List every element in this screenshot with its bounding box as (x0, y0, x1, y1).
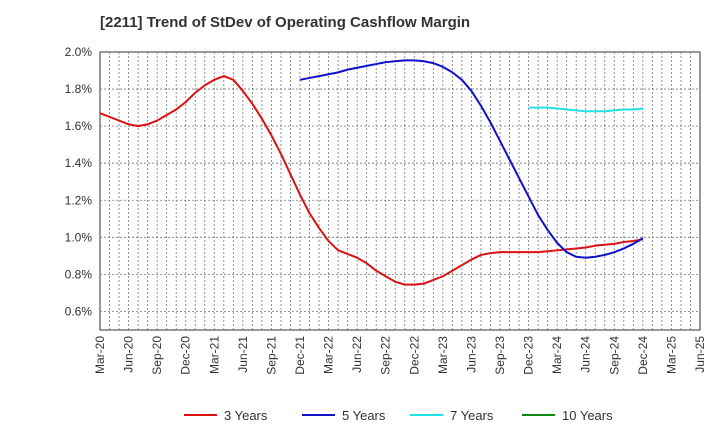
x-tick-label: Jun-24 (579, 336, 593, 373)
y-tick-label: 0.8% (65, 267, 93, 281)
x-tick-label: Mar-22 (322, 336, 336, 374)
legend-label: 7 Years (450, 408, 494, 423)
series-line-3-years (99, 75, 644, 286)
x-tick-label: Mar-20 (93, 336, 107, 374)
legend-label: 5 Years (342, 408, 386, 423)
series-lines (99, 59, 644, 286)
y-axis-ticks: 0.6% 0.8% 1.0% 1.2% 1.4% 1.6% 1.8% 2.0% (65, 45, 93, 318)
x-tick-label: Jun-21 (236, 336, 250, 373)
x-tick-label: Mar-21 (207, 336, 221, 374)
y-tick-label: 1.6% (65, 119, 93, 133)
x-tick-label: Jun-20 (122, 336, 136, 373)
y-tick-label: 1.2% (65, 193, 93, 207)
plot-area (99, 51, 701, 331)
x-tick-label: Mar-23 (436, 336, 450, 374)
x-tick-label: Dec-23 (522, 336, 536, 375)
x-tick-label: Dec-21 (293, 336, 307, 375)
x-tick-label: Dec-22 (407, 336, 421, 375)
x-tick-label: Jun-25 (693, 336, 707, 373)
legend: 3 Years 5 Years 7 Years 10 Years (184, 408, 613, 423)
legend-label: 3 Years (224, 408, 268, 423)
series-line-7-years (528, 106, 643, 113)
x-tick-label: Sep-22 (379, 336, 393, 375)
x-tick-label: Sep-23 (493, 336, 507, 375)
x-tick-label: Dec-20 (179, 336, 193, 375)
y-tick-label: 1.0% (65, 230, 93, 244)
x-tick-label: Mar-25 (664, 336, 678, 374)
series-line-5-years (299, 59, 644, 259)
x-tick-label: Sep-21 (264, 336, 278, 375)
chart-title: [2211] Trend of StDev of Operating Cashf… (100, 14, 471, 31)
y-tick-label: 1.4% (65, 156, 93, 170)
x-tick-label: Jun-22 (350, 336, 364, 373)
x-tick-label: Dec-24 (636, 336, 650, 375)
x-tick-label: Sep-20 (150, 336, 164, 375)
x-axis-ticks: Mar-20 Jun-20 Sep-20 Dec-20 Mar-21 Jun-21 Sep-… (93, 336, 707, 375)
y-tick-label: 2.0% (65, 45, 93, 59)
x-tick-label: Mar-24 (550, 336, 564, 374)
legend-label: 10 Years (562, 408, 613, 423)
x-tick-label: Jun-23 (464, 336, 478, 373)
x-tick-label: Sep-24 (607, 336, 621, 375)
y-tick-label: 0.6% (65, 304, 93, 318)
grid-lines (100, 52, 700, 330)
y-tick-label: 1.8% (65, 82, 93, 96)
